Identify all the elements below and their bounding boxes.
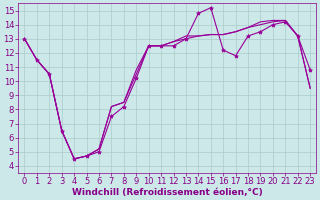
X-axis label: Windchill (Refroidissement éolien,°C): Windchill (Refroidissement éolien,°C) [72, 188, 263, 197]
